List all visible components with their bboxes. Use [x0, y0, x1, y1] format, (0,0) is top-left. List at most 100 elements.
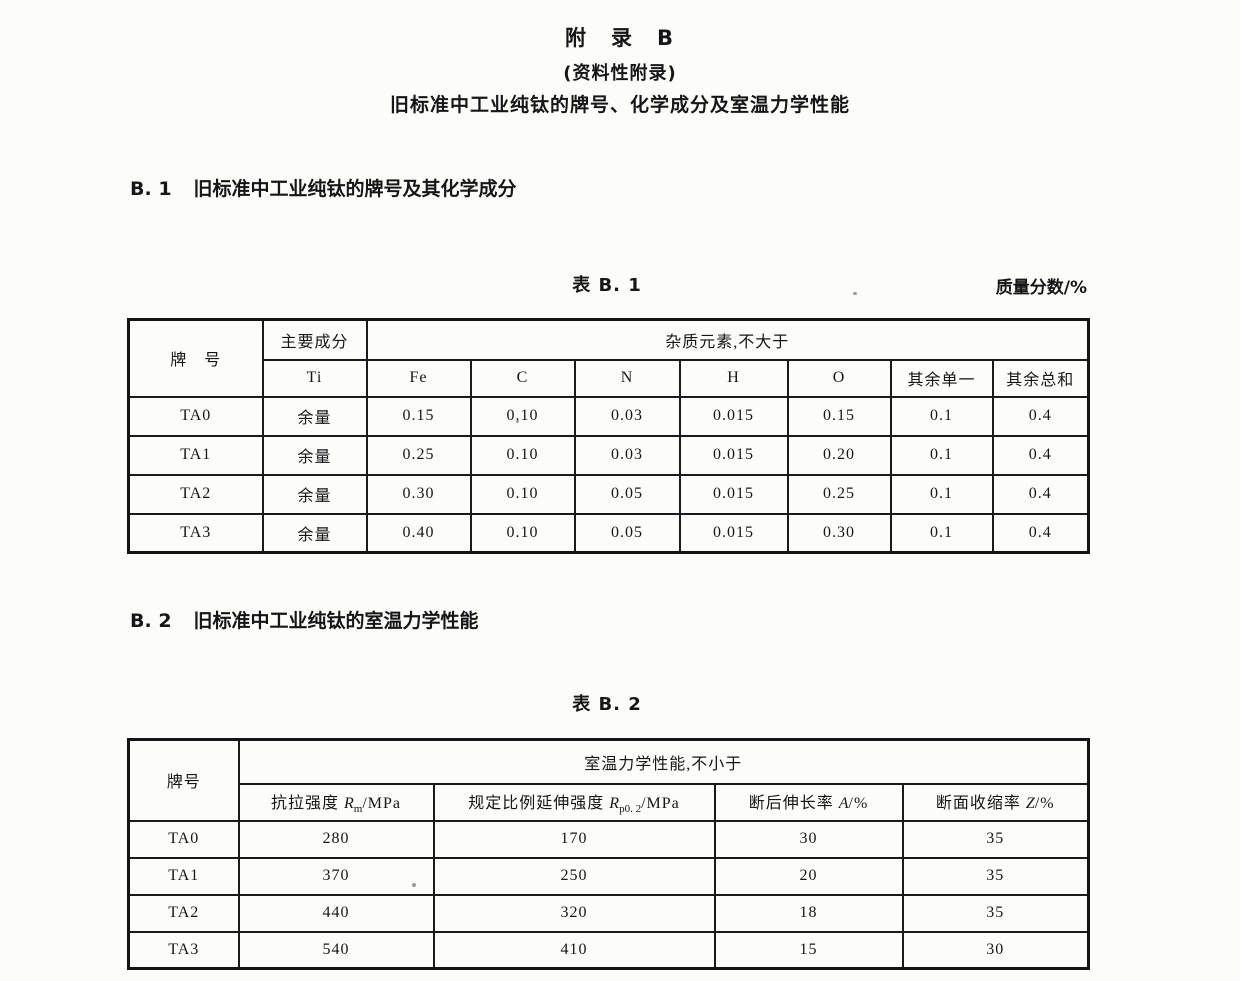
b2-header-grade: 牌号: [127, 738, 240, 822]
section-b2-number: B. 2: [130, 610, 172, 632]
table-b2-caption: 表 B. 2: [572, 694, 642, 715]
b2-value: 170: [432, 819, 716, 859]
scan-speck: [853, 292, 857, 295]
b1-value: 0.4: [991, 395, 1090, 437]
b1-ti-value: 余量: [261, 395, 368, 437]
b2-value: 540: [237, 930, 435, 970]
b1-header-other-single: 其余单一: [889, 358, 994, 398]
b1-header-ti: Ti: [261, 358, 368, 398]
b1-value: 0.4: [991, 473, 1090, 515]
b1-value: 0.4: [991, 434, 1090, 476]
table-b1-caption: 表 B. 1: [572, 275, 642, 296]
scan-speck: [516, 420, 519, 423]
symbol-a: A: [838, 794, 849, 812]
b1-value: 0.03: [573, 434, 681, 476]
b1-header-main-component: 主要成分: [261, 318, 368, 361]
table-row: TA2 余量 0.30 0.10 0.05 0.015 0.25 0.1 0.4: [127, 473, 1090, 515]
b2-header-group: 室温力学性能,不小于: [237, 738, 1090, 785]
appendix-description: 旧标准中工业纯钛的牌号、化学成分及室温力学性能: [389, 94, 850, 116]
b2-value: 30: [713, 819, 904, 859]
section-b2-title: 旧标准中工业纯钛的室温力学性能: [193, 610, 479, 632]
symbol-rm: R: [344, 794, 354, 812]
b1-grade: TA0: [127, 395, 264, 437]
b1-value: 0.15: [365, 395, 472, 437]
b2-value: 35: [901, 856, 1090, 896]
table-b1-header-row-2: Ti Fe C N H O 其余单一 其余总和: [129, 358, 1090, 398]
b1-ti-value: 余量: [261, 512, 368, 554]
section-b1-number: B. 1: [130, 178, 172, 200]
b1-header-n: N: [573, 358, 681, 398]
b1-value: 0.40: [365, 512, 472, 554]
b1-grade: TA3: [127, 512, 264, 554]
b2-header-elongation: 断后伸长率 A/%: [713, 782, 904, 822]
table-row: TA3 余量 0.40 0.10 0.05 0.015 0.30 0.1 0.4: [127, 512, 1090, 554]
b1-grade: TA2: [127, 473, 264, 515]
table-b1-caption-row: 表 B. 1 质量分数/%: [127, 271, 1087, 298]
b1-header-o: O: [786, 358, 892, 398]
b1-header-fe: Fe: [365, 358, 472, 398]
b2-value: 15: [713, 930, 904, 970]
b1-value: 0.05: [573, 473, 681, 515]
symbol-z: Z: [1025, 794, 1035, 812]
b2-header-proof: 规定比例延伸强度 Rp0. 2/MPa: [432, 782, 716, 822]
b1-value: 0.015: [678, 512, 789, 554]
b1-header-impurity-group: 杂质元素,不大于: [365, 318, 1090, 361]
section-b1-title: 旧标准中工业纯钛的牌号及其化学成分: [193, 178, 517, 200]
table-row: TA3 540 410 15 30: [127, 930, 1090, 970]
b2-value: 370: [237, 856, 435, 896]
b1-value: 0.30: [786, 512, 892, 554]
b2-header-tensile: 抗拉强度 Rm/MPa: [237, 782, 435, 822]
b1-value: 0.1: [889, 395, 994, 437]
b1-value: 0.25: [365, 434, 472, 476]
b1-header-grade: 牌 号: [127, 318, 264, 398]
b2-value: 320: [432, 893, 716, 933]
appendix-title: 附 录 B: [564, 26, 675, 50]
b1-value: 0.25: [786, 473, 892, 515]
b2-header-reduction: 断面收缩率 Z/%: [901, 782, 1090, 822]
table-b2-header-row-2: 抗拉强度 Rm/MPa 规定比例延伸强度 Rp0. 2/MPa 断后伸长率 A/…: [129, 782, 1090, 822]
b1-value: 0.10: [469, 395, 576, 437]
b1-value: 0.015: [678, 395, 789, 437]
b2-value: 35: [901, 893, 1090, 933]
b2-grade: TA2: [127, 893, 240, 933]
b1-value: 0.10: [469, 473, 576, 515]
b1-value: 0.4: [991, 512, 1090, 554]
b2-value: 410: [432, 930, 716, 970]
b1-ti-value: 余量: [261, 473, 368, 515]
b1-value: 0.10: [469, 434, 576, 476]
b2-value: 30: [901, 930, 1090, 970]
section-b1-heading: B. 1 旧标准中工业纯钛的牌号及其化学成分: [130, 174, 517, 201]
b1-value: 0.30: [365, 473, 472, 515]
table-b1: 牌 号 主要成分 杂质元素,不大于 Ti Fe C N H O 其余单一 其余总…: [127, 318, 1091, 554]
b1-header-h: H: [678, 358, 789, 398]
b1-value: 0.015: [678, 473, 789, 515]
table-b1-header-row-1: 牌 号 主要成分 杂质元素,不大于: [127, 318, 1090, 398]
b1-header-c: C: [469, 358, 576, 398]
b1-value: 0.10: [469, 512, 576, 554]
b1-ti-value: 余量: [261, 434, 368, 476]
b2-value: 20: [713, 856, 904, 896]
b1-grade: TA1: [127, 434, 264, 476]
b1-value: 0.20: [786, 434, 892, 476]
b2-value: 440: [237, 893, 435, 933]
table-row: TA1 370 250 20 35: [127, 856, 1090, 896]
b1-header-other-total: 其余总和: [991, 358, 1090, 398]
section-b2-heading: B. 2 旧标准中工业纯钛的室温力学性能: [130, 606, 479, 633]
b2-value: 250: [432, 856, 716, 896]
b1-value: 0.03: [573, 395, 681, 437]
symbol-rp02: R: [609, 794, 620, 812]
b1-value: 0.05: [573, 512, 681, 554]
table-row: TA0 余量 0.15 0.10 0.03 0.015 0.15 0.1 0.4: [127, 395, 1090, 437]
appendix-type: (资料性附录): [563, 63, 677, 84]
table-row: TA1 余量 0.25 0.10 0.03 0.015 0.20 0.1 0.4: [127, 434, 1090, 476]
table-b1-unit-note: 质量分数/%: [995, 278, 1087, 298]
table-b2: 牌号 室温力学性能,不小于 抗拉强度 Rm/MPa 规定比例延伸强度 Rp0. …: [127, 738, 1091, 970]
b1-value: 0.1: [889, 473, 994, 515]
b1-value: 0.015: [678, 434, 789, 476]
table-row: TA2 440 320 18 35: [127, 893, 1090, 933]
b1-value: 0.1: [889, 434, 994, 476]
b2-grade: TA1: [127, 856, 240, 896]
scan-speck: [412, 883, 416, 887]
table-b2-caption-row: 表 B. 2: [127, 690, 1087, 716]
